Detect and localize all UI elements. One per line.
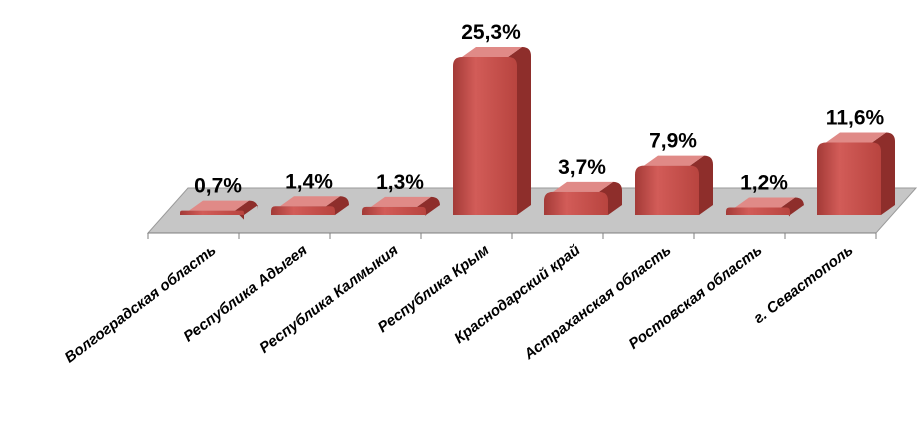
bar: [180, 200, 258, 220]
data-labels: 0,7% 1,4% 1,3% 25,3% 3,7% 7,9% 1,2% 11,6%: [194, 21, 884, 198]
data-label: 1,2%: [740, 172, 788, 195]
data-label: 3,7%: [558, 156, 606, 179]
bar: [362, 196, 440, 216]
category-label: г. Севастополь: [751, 242, 857, 328]
bar: [544, 181, 622, 215]
bars: [180, 47, 895, 220]
chart-floor: [146, 187, 918, 234]
data-label: 1,4%: [285, 170, 333, 193]
data-label: 7,9%: [649, 130, 697, 153]
bar: [726, 197, 804, 217]
data-label: 25,3%: [461, 21, 521, 44]
bar: [453, 47, 531, 215]
bar: [271, 196, 349, 216]
bar: [817, 132, 895, 215]
x-axis-ticks: [147, 233, 877, 239]
data-label: 11,6%: [826, 107, 885, 130]
bar: [635, 155, 713, 215]
category-label: Волгоградская область: [62, 242, 220, 367]
data-label: 0,7%: [194, 175, 242, 198]
data-label: 1,3%: [376, 171, 424, 194]
category-label: Астраханская область: [520, 242, 674, 364]
